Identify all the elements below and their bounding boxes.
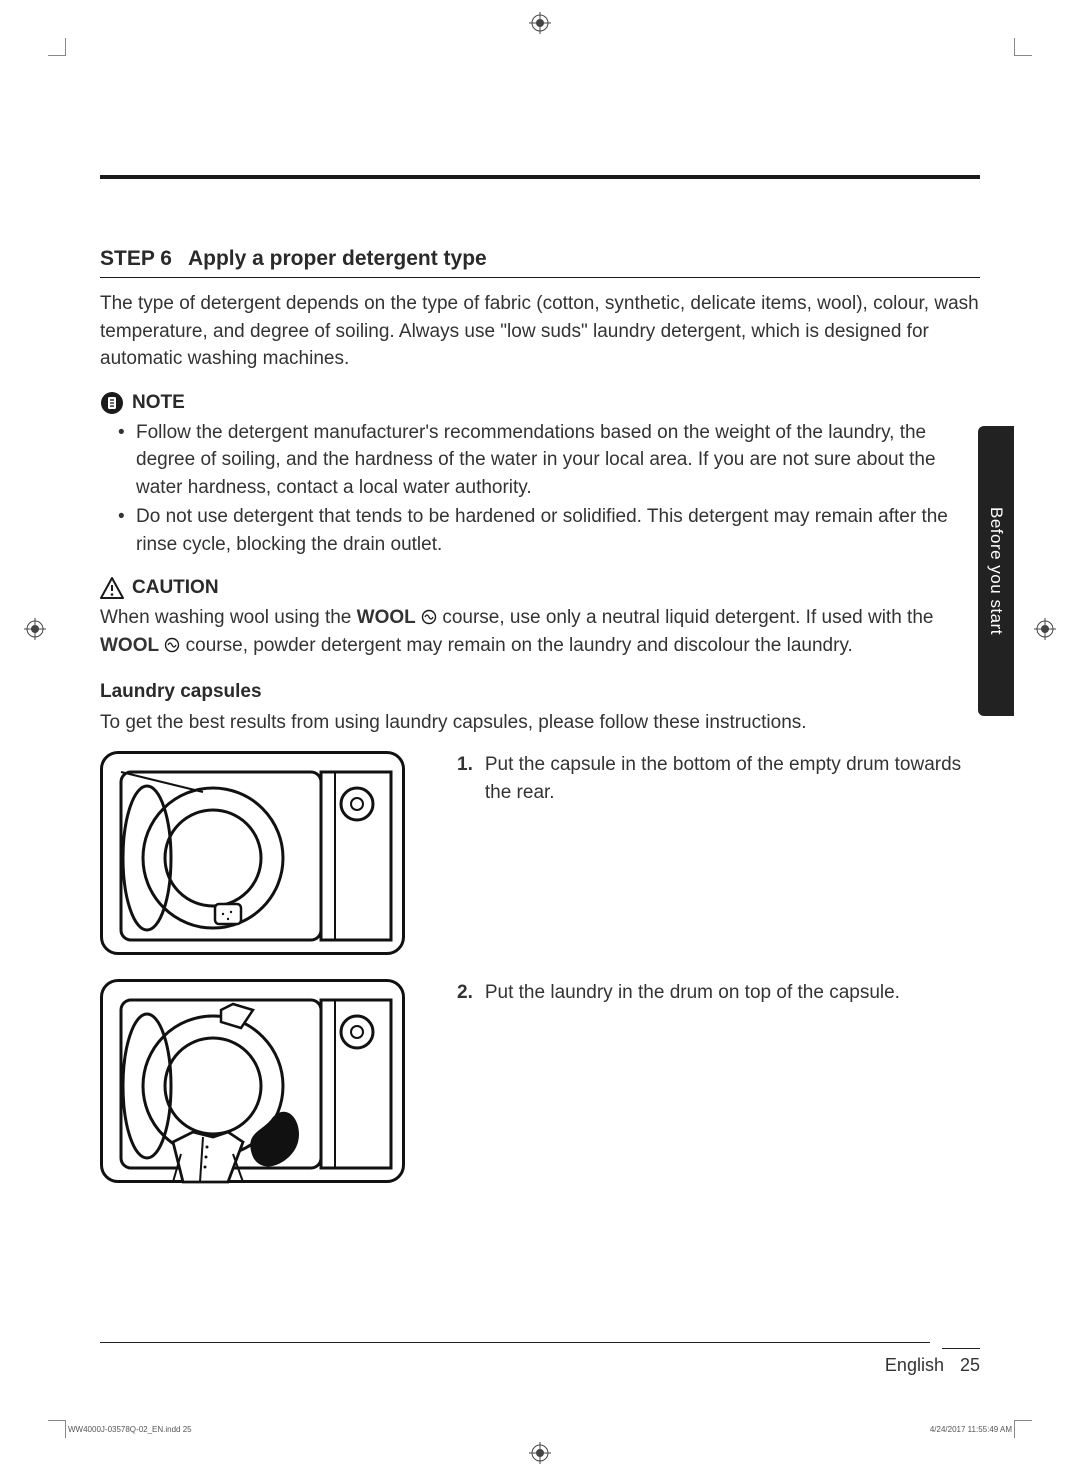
registration-mark-icon xyxy=(24,618,46,640)
registration-mark-icon xyxy=(529,1442,551,1464)
registration-mark-icon xyxy=(1034,618,1056,640)
crop-mark-tr xyxy=(1014,38,1032,56)
capsule-step-1: 1. Put the capsule in the bottom of the … xyxy=(100,751,980,955)
imprint-footer: WW4000J-03578Q-02_EN.indd 25 4/24/2017 1… xyxy=(68,1425,1012,1434)
caution-pre: When washing wool using the xyxy=(100,607,357,628)
crop-mark-bl xyxy=(48,1420,66,1438)
capsule-step-2: 2. Put the laundry in the drum on top of… xyxy=(100,979,980,1183)
wool-word: WOOL xyxy=(100,635,159,656)
imprint-timestamp: 4/24/2017 11:55:49 AM xyxy=(930,1425,1012,1434)
wool-icon xyxy=(164,637,180,653)
capsules-heading: Laundry capsules xyxy=(100,681,980,703)
footer-page-number: 25 xyxy=(960,1355,980,1376)
note-label: NOTE xyxy=(132,392,185,414)
caution-header: CAUTION xyxy=(100,576,980,600)
caution-text: When washing wool using the WOOL course,… xyxy=(100,604,980,659)
registration-mark-icon xyxy=(529,12,551,34)
note-icon xyxy=(100,391,124,415)
numbered-step: 1. Put the capsule in the bottom of the … xyxy=(457,751,980,806)
note-item: •Follow the detergent manufacturer's rec… xyxy=(100,419,980,502)
caution-label: CAUTION xyxy=(132,577,219,599)
note-text: Do not use detergent that tends to be ha… xyxy=(136,503,980,558)
footer-language: English xyxy=(885,1355,944,1376)
note-bullets: •Follow the detergent manufacturer's rec… xyxy=(100,419,980,559)
caution-icon xyxy=(100,576,124,600)
note-item: •Do not use detergent that tends to be h… xyxy=(100,503,980,558)
step-underline xyxy=(100,277,980,278)
page-content: STEP 6 Apply a proper detergent type The… xyxy=(100,55,980,1183)
wool-icon xyxy=(421,609,437,625)
top-rule xyxy=(100,175,980,179)
crop-mark-br xyxy=(1014,1420,1032,1438)
step-intro: The type of detergent depends on the typ… xyxy=(100,290,980,373)
crop-mark-tl xyxy=(48,38,66,56)
figure-laundry-placement xyxy=(100,979,405,1183)
capsules-intro: To get the best results from using laund… xyxy=(100,709,980,737)
page-footer: English 25 xyxy=(100,1336,980,1376)
step-title: Apply a proper detergent type xyxy=(188,247,487,271)
step-heading: STEP 6 Apply a proper detergent type xyxy=(100,247,980,271)
step-label: STEP 6 xyxy=(100,247,172,271)
note-text: Follow the detergent manufacturer's reco… xyxy=(136,419,980,502)
note-header: NOTE xyxy=(100,391,980,415)
section-tab-label: Before you start xyxy=(986,507,1006,635)
numbered-step: 2. Put the laundry in the drum on top of… xyxy=(457,979,980,1007)
step-text: Put the laundry in the drum on top of th… xyxy=(485,979,900,1007)
step-number: 1. xyxy=(457,751,473,806)
section-tab: Before you start xyxy=(978,426,1014,716)
caution-mid: course, use only a neutral liquid deterg… xyxy=(437,607,933,628)
step-text: Put the capsule in the bottom of the emp… xyxy=(485,751,980,806)
caution-post: course, powder detergent may remain on t… xyxy=(180,635,852,656)
washer-laundry-illustration xyxy=(103,982,408,1186)
figure-capsule-placement xyxy=(100,751,405,955)
washer-capsule-illustration xyxy=(103,754,408,958)
imprint-file: WW4000J-03578Q-02_EN.indd 25 xyxy=(68,1425,192,1434)
step-number: 2. xyxy=(457,979,473,1007)
wool-word: WOOL xyxy=(357,607,416,628)
